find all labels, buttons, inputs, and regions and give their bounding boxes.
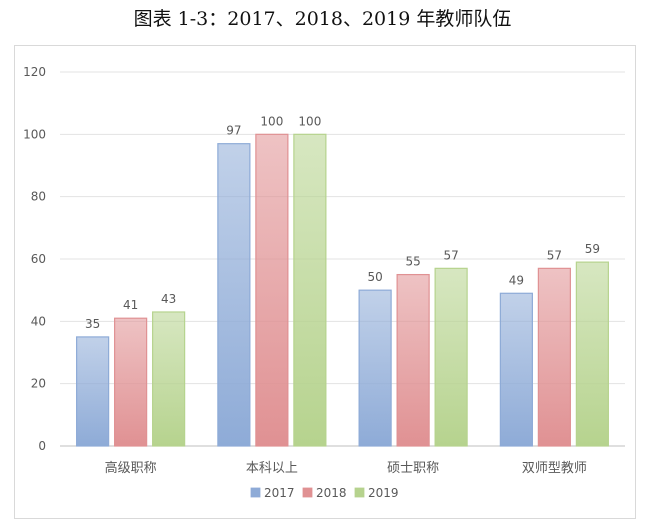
- data-label: 59: [585, 242, 600, 256]
- bar: [152, 311, 186, 447]
- bar: [537, 267, 571, 447]
- x-axis-ticks: 高级职称 本科以上 硕士职称 双师型教师: [105, 460, 587, 476]
- legend-swatch: [250, 487, 261, 498]
- y-tick-label: 80: [31, 190, 46, 204]
- data-label: 100: [260, 114, 283, 128]
- x-tick-label: 本科以上: [246, 461, 298, 476]
- data-labels: 35 41 43 97 100 100 50 55 57 49 57 59: [85, 114, 600, 331]
- data-label: 57: [547, 248, 562, 262]
- bar-chart: 0 20 40 60 80 100 120 35 41 43 97 100 100 50 55 57 49 57…: [23, 65, 625, 500]
- x-tick-label: 双师型教师: [522, 460, 587, 476]
- y-tick-label: 60: [31, 252, 46, 266]
- data-label: 50: [367, 270, 382, 284]
- data-label: 49: [509, 273, 524, 287]
- bars: [76, 133, 609, 447]
- legend: 2017 2018 2019: [250, 486, 399, 500]
- legend-label: 2019: [368, 486, 399, 500]
- bar: [575, 261, 609, 447]
- bar: [76, 336, 110, 447]
- bar: [499, 292, 533, 447]
- data-label: 41: [123, 298, 138, 312]
- legend-label: 2017: [264, 486, 295, 500]
- x-tick-label: 高级职称: [105, 460, 157, 476]
- y-tick-label: 100: [23, 127, 46, 141]
- legend-swatch: [302, 487, 313, 498]
- data-label: 43: [161, 292, 176, 306]
- bar: [358, 289, 392, 447]
- legend-swatch: [354, 487, 365, 498]
- data-label: 55: [405, 255, 420, 269]
- y-tick-label: 120: [23, 65, 46, 79]
- chart-frame: 0 20 40 60 80 100 120 35 41 43 97 100 100 50 55 57 49 57…: [14, 45, 636, 519]
- legend-label: 2018: [316, 486, 347, 500]
- y-tick-label: 0: [38, 439, 46, 453]
- y-tick-label: 20: [31, 377, 46, 391]
- bar: [434, 267, 468, 447]
- bar: [217, 143, 251, 447]
- data-label: 100: [298, 114, 321, 128]
- bar: [114, 317, 148, 447]
- page-title: 图表 1-3：2017、2018、2019 年教师队伍: [133, 8, 512, 30]
- bar: [396, 273, 430, 447]
- x-tick-label: 硕士职称: [387, 461, 439, 476]
- data-label: 35: [85, 317, 100, 331]
- bar: [255, 133, 289, 447]
- y-tick-label: 40: [31, 314, 46, 328]
- data-label: 57: [443, 248, 458, 262]
- y-axis-ticks: 0 20 40 60 80 100 120: [23, 65, 46, 453]
- bar: [293, 133, 327, 447]
- data-label: 97: [226, 124, 241, 138]
